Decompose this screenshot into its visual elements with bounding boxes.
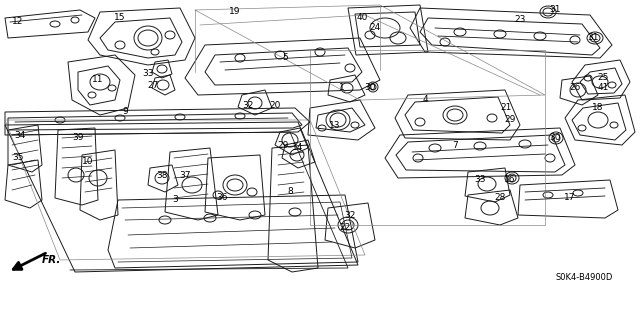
- Text: 29: 29: [277, 140, 289, 150]
- Text: 33: 33: [142, 70, 154, 78]
- Text: 12: 12: [12, 18, 24, 26]
- Text: 5: 5: [282, 54, 288, 63]
- Text: 10: 10: [83, 158, 93, 167]
- Text: 30: 30: [364, 84, 376, 93]
- Text: 14: 14: [292, 144, 304, 152]
- Text: 31: 31: [549, 5, 561, 14]
- Text: FR.: FR.: [42, 255, 61, 265]
- Text: 29: 29: [504, 115, 516, 124]
- Text: 13: 13: [329, 121, 340, 130]
- Text: 41: 41: [597, 84, 609, 93]
- Text: 26: 26: [570, 84, 580, 93]
- Text: 1: 1: [339, 84, 345, 93]
- Text: 33: 33: [474, 175, 486, 184]
- Text: 40: 40: [356, 13, 368, 23]
- Text: 32: 32: [243, 100, 253, 109]
- Text: 21: 21: [500, 103, 512, 113]
- Text: 19: 19: [229, 8, 241, 17]
- Text: 11: 11: [92, 76, 104, 85]
- Text: 30: 30: [549, 133, 561, 143]
- Text: 7: 7: [452, 140, 458, 150]
- Text: 4: 4: [422, 95, 428, 105]
- Text: 20: 20: [269, 100, 281, 109]
- Text: 34: 34: [14, 130, 26, 139]
- Text: 35: 35: [12, 153, 24, 162]
- Text: 15: 15: [115, 13, 125, 23]
- Text: 9: 9: [122, 108, 128, 116]
- Text: 27: 27: [147, 80, 159, 90]
- Text: 36: 36: [216, 194, 228, 203]
- Text: 16: 16: [504, 175, 516, 184]
- Text: 22: 22: [339, 224, 351, 233]
- Text: 3: 3: [172, 196, 178, 204]
- Text: 25: 25: [597, 72, 609, 81]
- Text: 38: 38: [156, 170, 168, 180]
- Text: 39: 39: [72, 133, 84, 143]
- Text: S0K4-B4900D: S0K4-B4900D: [555, 273, 612, 282]
- Text: 37: 37: [179, 170, 191, 180]
- Text: 31: 31: [588, 33, 599, 42]
- Text: 23: 23: [515, 16, 525, 25]
- Text: 24: 24: [369, 24, 381, 33]
- Text: 17: 17: [564, 194, 576, 203]
- Text: 28: 28: [494, 194, 506, 203]
- Text: 32: 32: [344, 211, 356, 219]
- Text: 8: 8: [287, 188, 293, 197]
- Text: 18: 18: [592, 103, 604, 113]
